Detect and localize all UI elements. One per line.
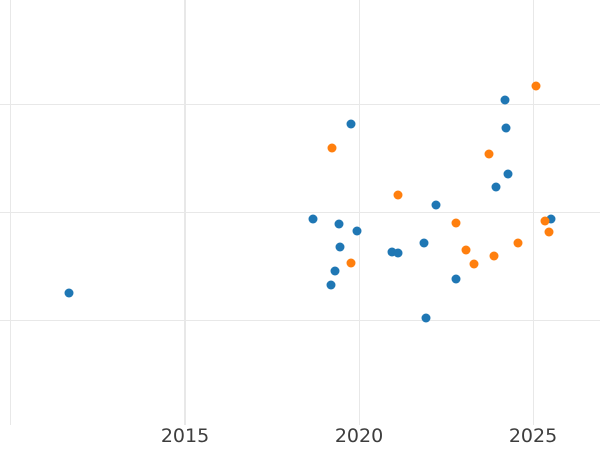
plot-area [0, 0, 600, 425]
series-orange-point [531, 81, 541, 91]
series-orange-point [346, 258, 356, 268]
series-blue-point [393, 248, 403, 258]
x-tick-label-2020: 2020 [334, 425, 384, 447]
series-blue-point [503, 169, 513, 179]
x-axis: 2015 2020 2025 [0, 425, 600, 450]
series-orange-point [461, 245, 471, 255]
series-blue-point [387, 247, 397, 257]
series-blue-point [334, 219, 344, 229]
series-blue-point [330, 266, 340, 276]
series-orange-point [544, 227, 554, 237]
series-blue-point [431, 200, 441, 210]
series-blue-point [501, 123, 511, 133]
horizontal-gridline-1 [0, 319, 600, 321]
series-blue-point [500, 95, 510, 105]
series-orange-point [393, 190, 403, 200]
series-blue-point [491, 182, 501, 192]
horizontal-gridline-2 [0, 211, 600, 214]
series-orange-point [484, 149, 494, 159]
x-tick-label-2015: 2015 [160, 425, 210, 447]
series-blue-point [352, 226, 362, 236]
horizontal-gridline-3 [0, 103, 600, 106]
series-blue-point [326, 280, 336, 290]
series-blue-point [451, 274, 461, 284]
series-blue-point [546, 214, 556, 224]
x-tick-label-2025: 2025 [508, 425, 558, 447]
series-orange-point [451, 218, 461, 228]
series-blue-point [335, 242, 345, 252]
series-blue-point [308, 214, 318, 224]
series-orange-point [469, 259, 479, 269]
series-orange-point [540, 216, 550, 226]
series-blue-point [419, 238, 429, 248]
series-blue-point [346, 119, 356, 129]
series-blue-point [421, 313, 431, 323]
series-orange-point [489, 251, 499, 261]
series-blue-point [64, 288, 74, 298]
series-orange-point [327, 143, 337, 153]
series-orange-point [513, 238, 523, 248]
